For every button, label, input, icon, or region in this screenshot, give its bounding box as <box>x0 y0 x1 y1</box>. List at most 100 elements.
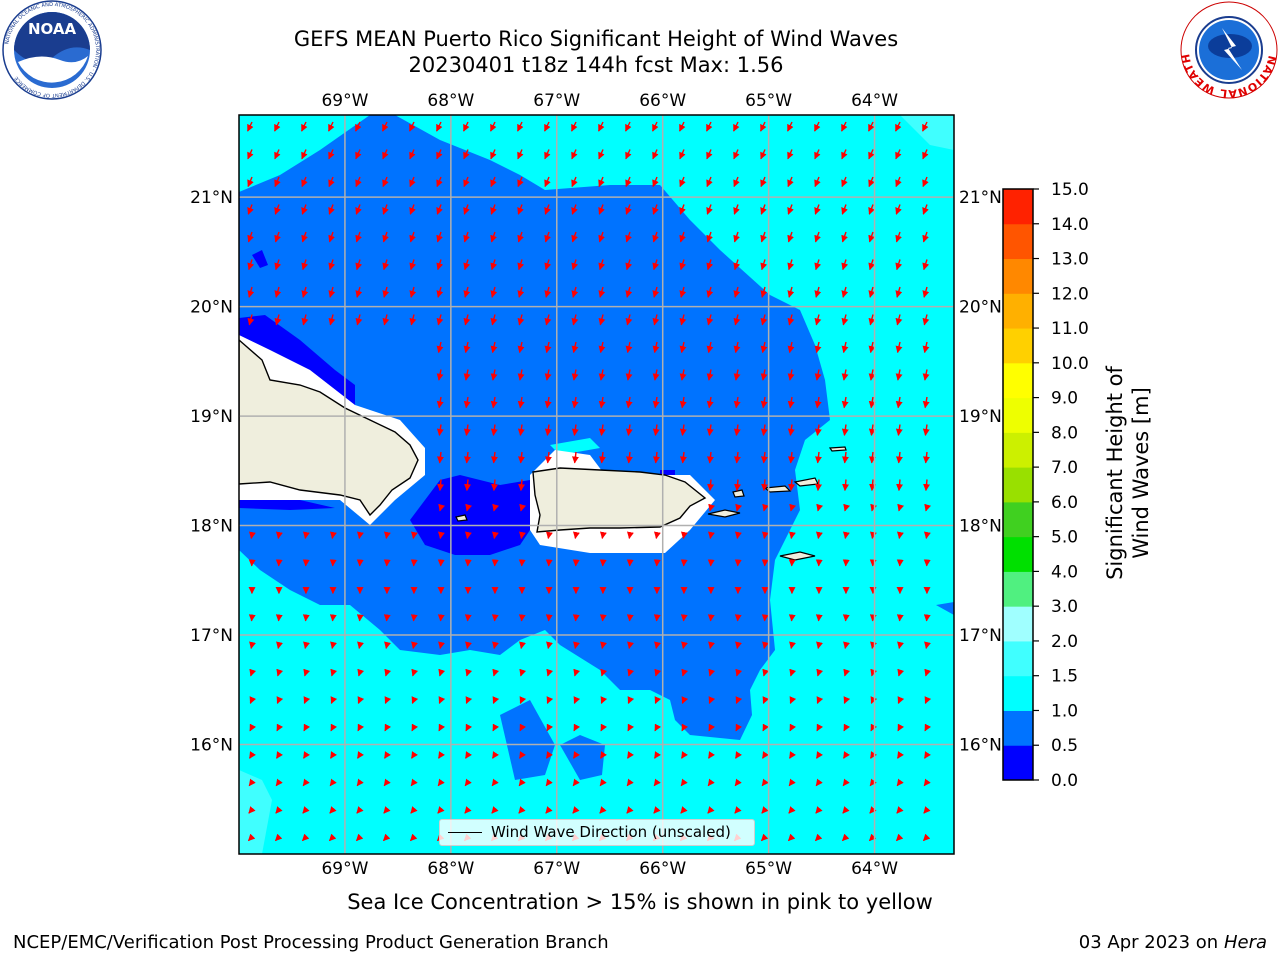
wave-arrow-294 <box>706 451 714 464</box>
wave-arrow-280 <box>841 424 849 436</box>
wave-arrow-24 <box>895 121 902 132</box>
wave-arrow-276 <box>733 424 741 436</box>
wave-field-0p0-0p5-nw <box>252 250 268 268</box>
wave-arrow-587 <box>896 778 904 787</box>
colorbar-label-4: 2.0 <box>1051 632 1078 652</box>
wave-arrow-293 <box>679 451 687 464</box>
land-hispaniola <box>239 339 419 517</box>
wave-arrow-266 <box>463 424 471 436</box>
wave-arrow-301 <box>895 451 903 464</box>
wave-arrow-519 <box>465 723 473 732</box>
wave-arrow-524 <box>600 723 608 732</box>
wave-arrow-146 <box>679 259 687 271</box>
lat-label-right-3: 18°N <box>959 517 1002 537</box>
wave-arrow-515 <box>357 723 365 732</box>
wave-arrow-116 <box>571 231 578 243</box>
wave-arrow-448 <box>654 641 661 650</box>
wave-arrow-263 <box>895 396 903 409</box>
wave-arrow-36 <box>517 149 524 160</box>
wave-arrow-621 <box>409 833 418 842</box>
wave-arrow-435 <box>303 641 310 650</box>
wave-arrow-230 <box>517 369 525 381</box>
colorbar-segment-13 <box>1003 293 1033 329</box>
wave-arrow-446 <box>600 641 607 650</box>
wave-arrow-76 <box>895 176 902 188</box>
wave-arrow-286 <box>490 451 498 464</box>
wave-arrow-204 <box>841 314 849 326</box>
wave-arrow-619 <box>355 833 364 842</box>
wave-arrow-283 <box>922 424 930 436</box>
lon-label-bottom-0: 69°W <box>321 859 368 879</box>
wave-arrow-77 <box>922 176 929 188</box>
wave-arrow-498 <box>600 696 608 704</box>
wave-arrow-214 <box>598 341 606 354</box>
wave-arrow-55 <box>328 176 335 188</box>
wave-arrow-456 <box>870 641 877 650</box>
wave-arrow-636 <box>814 833 823 842</box>
wave-arrow-132 <box>301 259 309 271</box>
wave-arrow-126 <box>841 231 848 243</box>
wave-arrow-321 <box>735 503 743 512</box>
wave-arrow-612 <box>869 806 877 814</box>
wave-arrow-57 <box>382 176 389 188</box>
wave-arrow-539 <box>303 751 310 759</box>
lat-label-left-1: 20°N <box>190 298 233 318</box>
wave-arrow-506 <box>816 696 824 704</box>
wave-arrow-318 <box>492 503 500 512</box>
wave-arrow-537 <box>249 751 256 759</box>
wave-arrow-508 <box>870 696 878 704</box>
wave-arrow-101 <box>868 204 875 215</box>
wave-arrow-570 <box>437 778 445 787</box>
wave-arrow-103 <box>922 204 929 215</box>
wave-arrow-232 <box>571 369 579 381</box>
wave-arrow-226 <box>922 341 930 354</box>
colorbar-segment-2 <box>1003 675 1033 711</box>
colorbar-label-3: 1.5 <box>1051 667 1078 687</box>
wave-arrow-291 <box>625 451 633 464</box>
wave-arrow-175 <box>760 286 768 298</box>
wave-arrow-319 <box>519 503 527 512</box>
wave-arrow-164 <box>463 286 471 298</box>
wave-arrow-248 <box>490 396 498 409</box>
wave-arrow-349 <box>789 531 796 540</box>
wave-arrow-13 <box>598 121 605 132</box>
wave-arrow-239 <box>760 369 768 381</box>
colorbar-label-13: 11.0 <box>1051 319 1089 339</box>
wave-arrow-59 <box>436 176 443 188</box>
wave-arrow-171 <box>652 286 660 298</box>
footer-machine: Hera <box>1223 932 1267 953</box>
footer-date-text: 03 Apr 2023 on <box>1078 932 1224 953</box>
wave-arrow-203 <box>814 314 822 326</box>
wave-arrow-599 <box>518 806 526 814</box>
wave-arrow-221 <box>787 341 795 354</box>
wave-arrow-610 <box>815 806 823 814</box>
wave-arrow-206 <box>895 314 903 326</box>
wave-arrow-258 <box>760 396 768 409</box>
wave-field-0p5-1p0-south-b <box>560 735 605 780</box>
wave-arrow-327 <box>897 503 905 512</box>
wave-arrow-512 <box>276 723 284 732</box>
wave-arrow-282 <box>895 424 903 436</box>
wave-arrow-511 <box>249 723 257 732</box>
wave-arrow-476 <box>708 668 716 677</box>
wave-arrow-52 <box>247 176 254 188</box>
land-st-croix <box>779 551 816 561</box>
wave-arrow-586 <box>869 778 877 787</box>
wave-arrow-567 <box>356 778 364 787</box>
wave-arrow-118 <box>625 231 632 243</box>
wave-arrow-556 <box>762 751 769 759</box>
wave-arrow-209 <box>463 341 471 354</box>
colorbar-label-15: 13.0 <box>1051 250 1089 270</box>
wave-arrow-167 <box>544 286 552 298</box>
wave-arrow-527 <box>681 723 689 732</box>
wave-arrow-246 <box>436 396 444 409</box>
wave-arrow-12 <box>571 121 578 132</box>
wave-arrow-152 <box>841 259 849 271</box>
wave-arrow-352 <box>870 531 877 540</box>
wave-arrow-190 <box>463 314 471 326</box>
wave-arrow-569 <box>410 778 418 787</box>
wave-arrow-138 <box>463 259 471 271</box>
wave-arrow-184 <box>301 314 309 326</box>
wave-arrow-585 <box>842 778 850 787</box>
wave-arrow-3 <box>328 121 335 132</box>
